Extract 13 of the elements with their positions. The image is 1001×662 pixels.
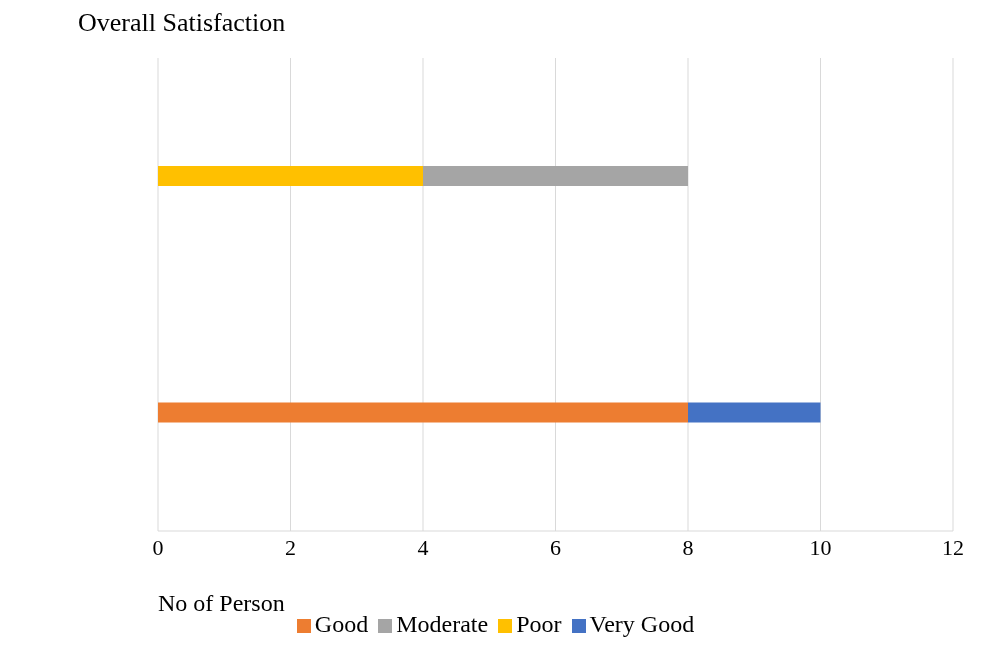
x-tick-label: 6 bbox=[550, 534, 561, 560]
legend-label: Poor bbox=[516, 611, 562, 637]
legend-label: Good bbox=[314, 611, 369, 637]
x-tick-label: 12 bbox=[942, 534, 964, 560]
legend-label: Very Good bbox=[589, 611, 695, 637]
chart-title: Overall Satisfaction bbox=[77, 8, 287, 39]
x-tick-label: 4 bbox=[417, 534, 429, 560]
x-tick-label: 10 bbox=[809, 534, 832, 560]
legend-label: Moderate bbox=[396, 611, 489, 637]
x-tick-label: 0 bbox=[152, 534, 164, 560]
x-tick-label: 8 bbox=[682, 534, 694, 560]
x-tick-label: 2 bbox=[285, 534, 296, 560]
x-axis-title: No of Person bbox=[158, 590, 285, 616]
